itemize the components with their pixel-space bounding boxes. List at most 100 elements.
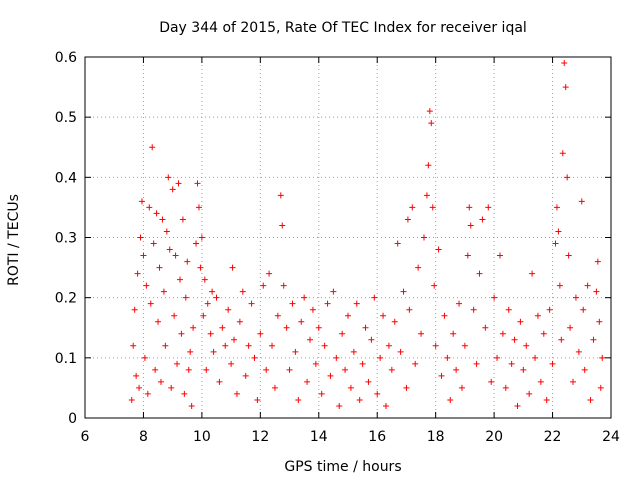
data-point [210,348,217,355]
data-point [532,354,539,361]
data-point [165,174,172,181]
data-point [309,306,316,313]
data-point [336,402,343,409]
data-point [289,300,296,307]
data-point [347,384,354,391]
data-point [307,336,314,343]
data-point [499,330,506,337]
data-point [572,294,579,301]
data-point [203,366,210,373]
data-point [175,180,182,187]
data-point [400,288,407,295]
data-point [269,342,276,349]
data-point [350,348,357,355]
data-point [182,294,189,301]
data-point [555,228,562,235]
data-point [149,144,156,151]
data-point [176,276,183,283]
data-point [327,372,334,379]
data-point [324,300,331,307]
chart-title: Day 344 of 2015, Rate Of TEC Index for r… [159,20,527,36]
data-point [394,240,401,247]
data-point [578,198,585,205]
data-point [179,216,186,223]
data-point [168,384,175,391]
data-point [133,372,140,379]
data-point [280,282,287,289]
data-point [447,396,454,403]
data-point [552,240,559,247]
data-point [271,384,278,391]
data-point [428,120,435,127]
data-point [128,396,135,403]
data-point [143,282,150,289]
data-point [412,360,419,367]
data-point [432,342,439,349]
data-point [466,204,473,211]
data-point [562,84,569,91]
data-point [593,288,600,295]
data-point [301,294,308,301]
data-point [380,312,387,319]
data-point [382,402,389,409]
data-point [155,318,162,325]
data-point [425,162,432,169]
data-point [178,330,185,337]
data-point [225,306,232,313]
data-point [318,390,325,397]
data-point [242,372,249,379]
data-point [570,378,577,385]
data-point [564,174,571,181]
data-point [461,342,468,349]
data-point [470,306,477,313]
data-point [391,318,398,325]
data-point [559,150,566,157]
data-point [162,342,169,349]
data-point [187,348,194,355]
data-point [209,288,216,295]
data-point [160,288,167,295]
data-point [141,354,148,361]
data-point [134,270,141,277]
data-point [198,234,205,241]
data-point [181,390,188,397]
data-point [204,300,211,307]
data-point [485,204,492,211]
data-point [374,390,381,397]
data-point [476,270,483,277]
data-point [494,354,501,361]
data-point [590,336,597,343]
data-point [438,372,445,379]
data-point [482,324,489,331]
data-point [473,360,480,367]
x-tick-label: 8 [139,429,148,445]
y-tick-label: 0.4 [55,170,77,186]
x-tick-label: 20 [485,429,503,445]
data-point [216,378,223,385]
plot-frame [84,56,612,419]
data-point [523,342,530,349]
data-point [365,378,372,385]
data-point [245,342,252,349]
data-point [283,324,290,331]
data-point [556,282,563,289]
y-tick-label: 0.5 [55,110,77,126]
data-point [263,366,270,373]
data-point [136,384,143,391]
data-point [251,354,258,361]
data-point [140,252,147,259]
data-point [146,204,153,211]
data-point [397,348,404,355]
data-point [254,396,261,403]
data-point [228,360,235,367]
data-point [156,264,163,271]
y-tick-label: 0.2 [55,291,77,307]
tick-labels: 6 8 10 12 14 16 18 20 22 24 0 0.1 0.2 0.3 0.4 0.5 0.6 [55,50,620,445]
data-point [464,252,471,259]
data-point [157,378,164,385]
data-point [580,306,587,313]
data-point [508,360,515,367]
data-point [339,330,346,337]
x-axis-label: GPS time / hours [284,459,401,475]
